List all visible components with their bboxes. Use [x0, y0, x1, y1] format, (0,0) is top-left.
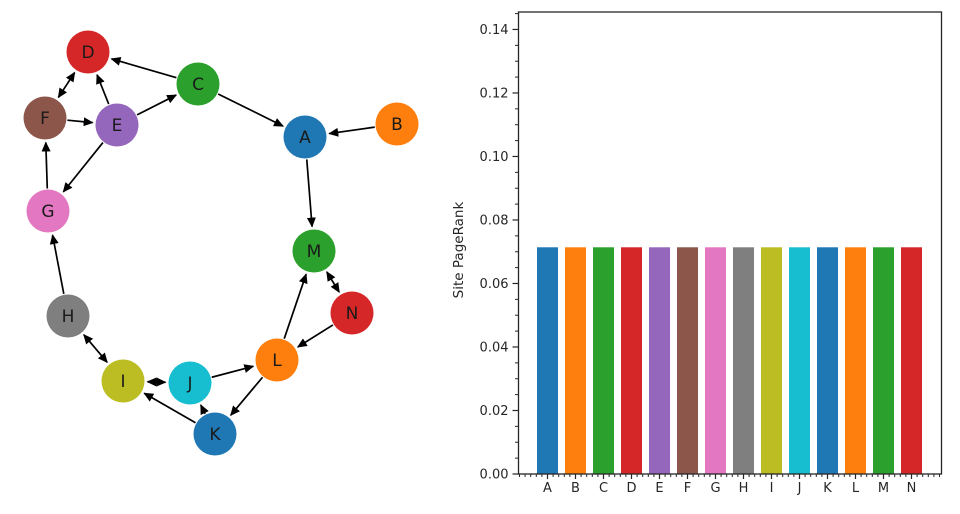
graph-node-A: [283, 115, 327, 159]
graph-edge-C-D: [110, 57, 177, 79]
bar-I: [761, 247, 782, 474]
graph-node-label-G: G: [41, 202, 54, 222]
bar-H: [733, 247, 754, 474]
bar-L: [845, 247, 866, 474]
graph-node-label-B: B: [391, 115, 403, 135]
graph-edge-E-C: [136, 94, 178, 116]
graph-nodes: A B C D E F G H I J K L M N: [23, 30, 419, 456]
graph-node-B: [375, 102, 419, 146]
graph-node-label-I: I: [120, 372, 125, 392]
graph-edge-C-A: [217, 93, 284, 127]
graph-node-E: [95, 103, 139, 147]
graph-edge-E-G: [62, 142, 104, 193]
graph-node-I: [101, 359, 145, 403]
y-tick-label-0.10: 0.10: [480, 150, 509, 165]
y-tick-label-0.12: 0.12: [480, 87, 509, 102]
y-tick-label-0.00: 0.00: [480, 468, 509, 483]
y-tick-label-0.02: 0.02: [480, 404, 509, 419]
x-tick-label-A: A: [543, 481, 552, 496]
pagerank-chart-panel: 0.00 0.02 0.04 0.06 0.08 0.10 0.12 0.14 A B C D E F G H…: [451, 11, 943, 496]
graph-node-K: [193, 412, 237, 456]
x-tick-label-B: B: [571, 481, 580, 496]
graph-node-label-F: F: [40, 109, 50, 129]
bar-D: [621, 247, 642, 474]
graph-edge-H-I: [83, 333, 108, 364]
bar-M: [873, 247, 894, 474]
bar-K: [817, 247, 838, 474]
graph-edge-L-K: [230, 376, 264, 416]
graph-edge-H-G: [49, 234, 65, 295]
x-tick-label-N: N: [907, 481, 917, 496]
graph-edge-G-F: [41, 141, 51, 189]
chart-axes: 0.00 0.02 0.04 0.06 0.08 0.10 0.12 0.14 A B C D E F G H…: [480, 11, 943, 496]
graph-node-G: [26, 189, 70, 233]
graph-edge-I-J: [146, 377, 167, 387]
x-tick-label-K: K: [823, 481, 832, 496]
x-tick-label-E: E: [655, 481, 663, 496]
chart-bars: [537, 247, 922, 474]
graph-node-label-J: J: [186, 374, 192, 394]
bar-N: [901, 247, 922, 474]
bar-A: [537, 247, 558, 474]
bar-E: [649, 247, 670, 474]
graph-edge-K-J: [200, 404, 209, 416]
x-tick-label-M: M: [878, 481, 889, 496]
graph-node-label-K: K: [209, 425, 221, 445]
graph-node-J: [168, 361, 212, 405]
graph-edge-B-A: [328, 126, 375, 137]
graph-edges: [41, 57, 375, 424]
graph-node-label-E: E: [112, 116, 123, 136]
graph-edge-E-D: [96, 73, 110, 105]
y-tick-label-0.06: 0.06: [480, 277, 509, 292]
graph-edge-A-M: [305, 159, 316, 228]
graph-node-label-D: D: [81, 43, 94, 63]
graph-node-label-A: A: [299, 128, 311, 148]
x-tick-label-J: J: [797, 481, 802, 496]
y-tick-label-0.14: 0.14: [480, 23, 509, 38]
graph-node-label-M: M: [307, 242, 322, 262]
plot-border: [517, 11, 943, 475]
graph-edge-N-L: [296, 324, 334, 348]
graph-node-F: [23, 96, 67, 140]
graph-edge-F-E: [67, 117, 94, 127]
x-tick-label-H: H: [739, 481, 749, 496]
graph-node-label-N: N: [346, 304, 359, 324]
graph-edge-K-I: [143, 392, 196, 424]
x-tick-label-I: I: [770, 481, 774, 496]
y-tick-label-0.08: 0.08: [480, 214, 509, 229]
x-tick-label-G: G: [710, 481, 720, 496]
y-axis-label: Site PageRank: [451, 202, 467, 299]
bar-J: [789, 247, 810, 474]
graph-node-label-H: H: [62, 307, 75, 327]
graph-node-C: [176, 62, 220, 106]
x-tick-label-F: F: [684, 481, 691, 496]
graph-node-label-L: L: [272, 351, 282, 371]
graph-edge-J-L: [211, 364, 255, 379]
graph-node-D: [66, 30, 110, 74]
x-tick-label-L: L: [852, 481, 860, 496]
graph-node-N: [330, 291, 374, 335]
graph-edge-M-N: [326, 271, 340, 293]
bar-B: [565, 247, 586, 474]
y-tick-label-0.04: 0.04: [480, 341, 509, 356]
graph-node-H: [46, 294, 90, 338]
bar-G: [705, 247, 726, 474]
graph-edge-F-D: [57, 71, 76, 99]
x-tick-label-D: D: [626, 481, 636, 496]
bar-F: [677, 247, 698, 474]
network-graph-panel: A B C D E F G H I J K L M N: [23, 30, 419, 456]
x-tick-label-C: C: [599, 481, 608, 496]
graph-node-L: [255, 338, 299, 382]
graph-node-label-C: C: [192, 75, 204, 95]
graph-edge-L-M: [283, 273, 308, 339]
bar-C: [593, 247, 614, 474]
graph-node-M: [292, 229, 336, 273]
